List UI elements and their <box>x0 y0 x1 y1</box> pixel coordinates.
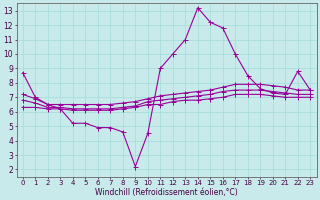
X-axis label: Windchill (Refroidissement éolien,°C): Windchill (Refroidissement éolien,°C) <box>95 188 238 197</box>
